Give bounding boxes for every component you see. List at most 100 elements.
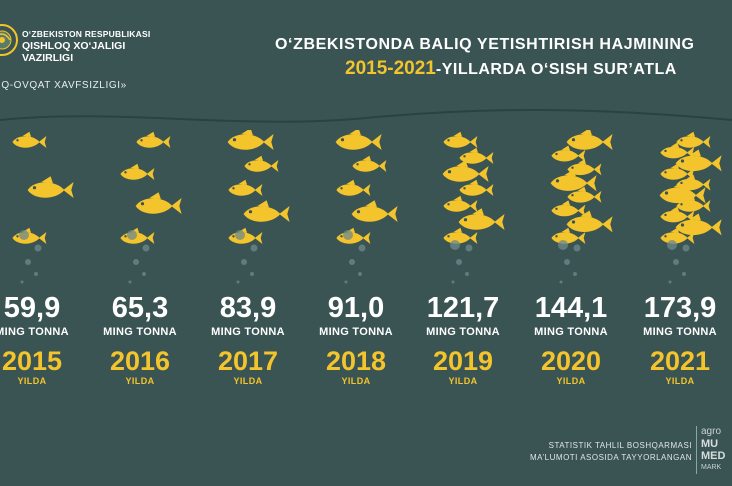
ministry-name: O‘ZBEKISTON RESPUBLIKASI QISHLOQ XO‘JALI… (22, 28, 150, 64)
fish-icon (566, 130, 613, 151)
fish-icon (120, 163, 155, 180)
year-label: 2021 (649, 346, 711, 376)
year-label: 2017 (217, 346, 279, 376)
year-column: 121,7 MING TONNA 2019 YILDA (408, 292, 518, 386)
bubble-icon (343, 230, 353, 240)
fish-icon (567, 159, 602, 176)
fish-icon (27, 176, 74, 199)
fish-icon (567, 186, 602, 203)
fish-icon (12, 131, 47, 148)
bubble-icon (668, 280, 672, 284)
year-column: 59,9 MING TONNA 2015 YILDA (0, 292, 87, 386)
slogan: IQ-OVQAT XAVFSIZLIGI» (0, 80, 127, 91)
bubble-icon (358, 244, 366, 252)
year-label: 2020 (540, 346, 602, 376)
title-years: 2015-2021 (345, 58, 436, 79)
year-suffix: YILDA (665, 376, 695, 386)
fish-icon (551, 200, 586, 217)
bubble-icon (128, 280, 132, 284)
fish-icon (566, 210, 613, 233)
value-label: 144,1 (534, 292, 608, 324)
fish-icon (443, 227, 478, 244)
unit-label: MING TONNA (643, 326, 717, 338)
bubble-icon (142, 244, 150, 252)
title-rest: -YILLARDA O‘SISH SUR’ATLA (435, 61, 677, 78)
bubble-icon (142, 272, 146, 276)
fish-icon (336, 227, 371, 244)
unit-label: MING TONNA (0, 326, 69, 338)
wave-line (0, 108, 732, 123)
fish-icon (352, 155, 387, 172)
bubble-icon (573, 244, 581, 252)
fish-art (12, 130, 722, 284)
bubble-icon (25, 259, 31, 265)
value-label: 59,9 (3, 292, 61, 324)
org-line2: QISHLOQ XO‘JALIGI (22, 40, 126, 52)
year-column: 173,9 MING TONNA 2021 YILDA (625, 292, 732, 386)
fish-icon (660, 206, 695, 223)
fish-icon (459, 179, 494, 196)
bubble-icon (564, 259, 570, 265)
bubble-icon (673, 259, 679, 265)
source-line1: STATISTIK TAHLIL BOSHQARMASI (548, 441, 692, 450)
bubble-icon (20, 280, 24, 284)
fish-icon (660, 142, 695, 159)
year-label: 2016 (109, 346, 171, 376)
bubble-icon (558, 240, 568, 250)
fish-icon (227, 130, 274, 151)
bubble-icon (451, 280, 455, 284)
fish-icon (442, 160, 489, 183)
fish-icon (443, 131, 478, 148)
bubble-icon (559, 280, 563, 284)
year-column: 83,9 MING TONNA 2017 YILDA (193, 292, 303, 386)
brand-line3: MED (701, 450, 726, 462)
fish-icon (443, 195, 478, 212)
bubble-icon (358, 272, 362, 276)
bubble-icon (19, 230, 29, 240)
year-suffix: YILDA (17, 376, 47, 386)
unit-label: MING TONNA (103, 326, 177, 338)
value-label: 65,3 (111, 292, 169, 324)
fish-icon (550, 169, 597, 192)
year-label: 2015 (1, 346, 63, 376)
value-label: 83,9 (219, 292, 277, 324)
bubble-icon (34, 244, 42, 252)
fish-icon (136, 131, 171, 148)
bubble-icon (667, 240, 677, 250)
fish-icon (228, 179, 263, 196)
fish-icon (458, 208, 505, 231)
year-suffix: YILDA (556, 376, 586, 386)
bubble-icon (465, 272, 469, 276)
org-line3: VAZIRLIGI (22, 52, 74, 64)
bubble-icon (241, 259, 247, 265)
unit-label: MING TONNA (211, 326, 285, 338)
emblem-icon (0, 24, 18, 56)
bubble-icon (573, 272, 577, 276)
bubble-icon (682, 244, 690, 252)
year-suffix: YILDA (448, 376, 478, 386)
value-label: 173,9 (643, 292, 717, 324)
fish-icon (551, 145, 586, 162)
fish-icon (459, 147, 494, 164)
fish-icon (336, 179, 371, 196)
year-suffix: YILDA (341, 376, 371, 386)
bubble-icon (465, 244, 473, 252)
bubble-icon (133, 259, 139, 265)
fish-icon (243, 200, 290, 223)
source-line2: MA’LUMOTI ASOSIDA TAYYORLANGAN (530, 453, 692, 462)
unit-label: MING TONNA (426, 326, 500, 338)
fish-icon (12, 227, 47, 244)
year-label: 2018 (325, 346, 387, 376)
title-line1: O‘ZBEKISTONDA BALIQ YETISHTIRISH HAJMINI… (275, 36, 695, 53)
fish-icon (244, 155, 279, 172)
brand-line4: MARK (701, 464, 722, 471)
year-column: 91,0 MING TONNA 2018 YILDA (301, 292, 411, 386)
value-label: 91,0 (327, 292, 385, 324)
bubble-icon (34, 272, 38, 276)
title-line2: 2015-2021-YILLARDA O‘SISH SUR’ATLA (345, 58, 677, 80)
bubble-icon (236, 280, 240, 284)
fish-icon (551, 227, 586, 244)
year-suffix: YILDA (233, 376, 263, 386)
brand-line2: MU (701, 438, 719, 450)
bubble-icon (250, 244, 258, 252)
